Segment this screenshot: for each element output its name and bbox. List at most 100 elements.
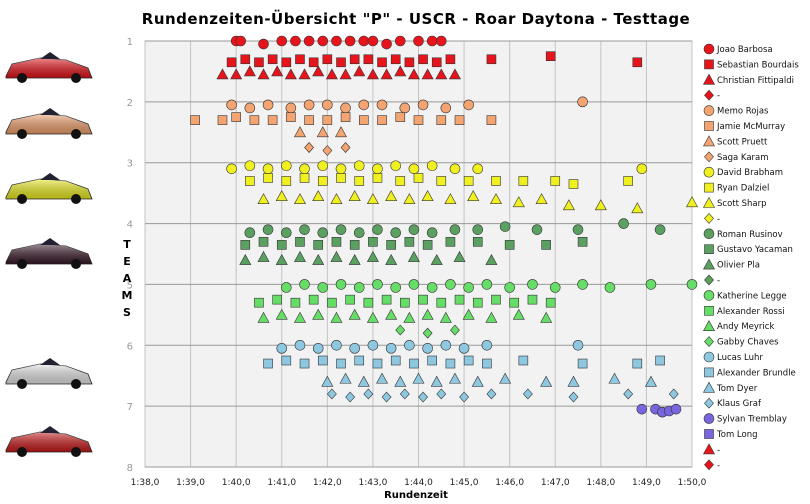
x-tick-label: 1:43,0 [359,478,388,488]
data-point [436,297,447,308]
data-point [418,391,428,403]
data-point [394,35,406,47]
legend-entry: Saga Karam [717,153,769,163]
data-point [568,391,579,403]
data-point [293,126,306,138]
data-point [258,38,269,50]
data-point [463,355,474,366]
car-cockpit [40,358,60,365]
data-point [316,126,329,138]
data-point [363,297,374,308]
data-point [366,250,379,262]
data-point [577,237,588,247]
data-point [368,237,378,247]
legend-marker [704,336,714,348]
legend-entry: - [717,461,720,471]
car-wheel [71,194,81,204]
car-cockpit [40,238,60,245]
team-car-image [5,358,93,389]
data-point [275,190,288,201]
legend-entry: Christian Fittipaldi [717,76,794,86]
data-point [636,403,648,415]
legend-entry: Klaus Graf [717,399,762,409]
data-point [304,115,314,125]
legend-entry: Lucas Luhr [717,353,763,363]
car-shading [6,364,92,384]
data-point [231,112,241,122]
chart-title: Rundenzeiten-Übersicht "P" - USCR - Roar… [142,9,690,28]
data-point [295,237,305,247]
data-point [367,35,379,47]
data-point [458,343,470,354]
legend-entry: - [717,91,720,101]
legend-marker [704,182,714,193]
data-point [440,339,452,351]
data-point [522,388,533,400]
data-point [322,115,333,125]
data-point [550,176,561,186]
data-point [404,57,415,68]
data-point [409,358,419,369]
y-tick-label: 4 [127,220,133,231]
data-point [545,51,556,62]
data-point [504,240,515,250]
legend-marker [703,166,715,178]
data-point [276,343,288,354]
data-point [331,35,342,47]
data-point [335,224,347,235]
data-point [408,279,420,290]
legend-entry: Gustavo Yacaman [717,245,793,255]
data-point [491,176,501,186]
data-point [281,57,292,68]
data-point [348,308,361,320]
data-point [577,358,588,369]
data-point [354,355,365,366]
data-point [618,218,629,229]
data-point [294,339,306,351]
x-tick-label: 1:38,0 [131,478,160,488]
data-point [400,297,410,308]
legend-entry: Andy Meyrick [717,322,774,332]
data-point [299,358,310,369]
data-point [317,35,329,47]
legend-marker [704,367,714,378]
data-point [353,227,365,238]
legend-marker [702,73,716,85]
x-tick-label: 1:46,0 [495,478,524,488]
data-point [372,224,383,235]
data-point [644,375,657,387]
data-point [486,115,497,125]
data-point [472,163,484,175]
data-point [395,176,406,186]
data-point [527,279,538,290]
legend-marker [704,459,714,471]
data-point [267,54,278,65]
data-point [372,163,383,175]
data-point [240,54,251,65]
data-point [339,68,352,80]
data-point [367,339,379,351]
legend-entry: - [717,276,720,286]
team-car-image [5,52,93,83]
data-point [239,253,252,265]
data-point [299,173,310,183]
data-point [512,196,525,208]
data-point [518,176,529,186]
data-point [577,96,588,108]
legend-entry: Gabby Chaves [717,338,779,348]
data-point [482,358,492,369]
data-point [262,224,274,235]
data-point [366,68,379,80]
data-point [258,237,269,247]
data-point [485,311,498,323]
data-point [345,391,356,403]
data-point [472,297,483,308]
data-point [281,176,292,186]
data-point [448,372,461,384]
data-point [372,358,383,369]
legend-entry: Memo Rojas [717,107,769,117]
data-point [345,294,355,305]
data-point [422,343,433,354]
car-cockpit [40,426,60,433]
